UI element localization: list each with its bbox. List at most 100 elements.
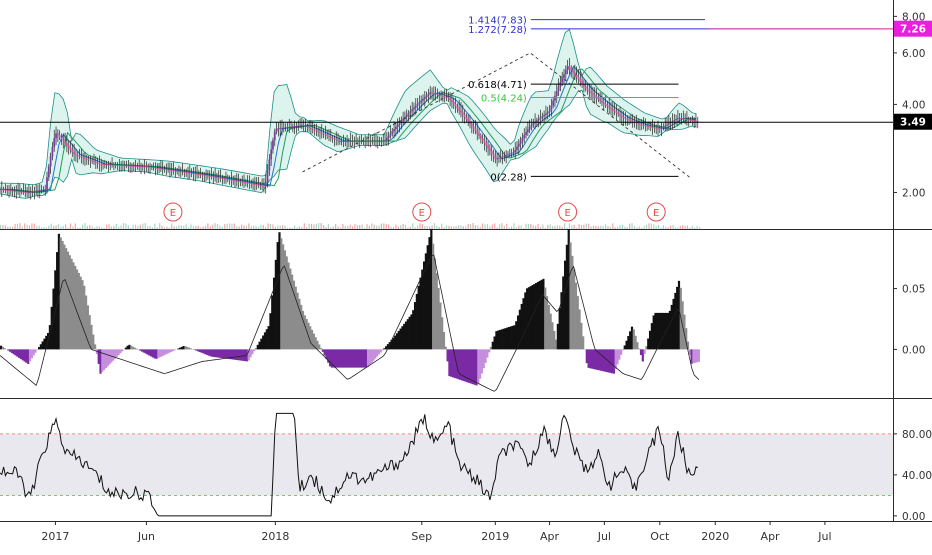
candle-body <box>164 169 166 170</box>
candle-body <box>294 126 296 127</box>
candle-body <box>216 177 218 178</box>
volume-bar <box>446 225 447 229</box>
candle-body <box>357 141 359 142</box>
volume-bar <box>202 227 203 229</box>
volume-bar <box>137 226 138 229</box>
candle-body <box>520 141 522 144</box>
candle-body <box>453 102 455 104</box>
candle-body <box>563 74 565 78</box>
histogram-bar <box>136 349 138 350</box>
candle-body <box>418 102 420 104</box>
candle-body <box>332 138 334 139</box>
volume-bar <box>301 227 302 229</box>
candle-body <box>84 158 86 159</box>
volume-bar <box>487 224 488 229</box>
earnings-marker[interactable]: E <box>559 203 577 221</box>
histogram-bar <box>622 349 624 350</box>
volume-bar <box>612 223 613 229</box>
earnings-marker[interactable]: E <box>647 203 665 221</box>
candle-body <box>227 179 229 180</box>
histogram-bar <box>698 349 700 361</box>
volume-bar <box>634 226 635 229</box>
candle-body <box>688 119 690 120</box>
candle-body <box>465 117 467 119</box>
volume-bar <box>627 227 628 229</box>
candle-body <box>232 180 234 181</box>
volume-bar <box>670 226 671 229</box>
candle-body <box>211 176 213 177</box>
volume-bar <box>533 225 534 229</box>
volume-bar <box>441 224 442 229</box>
candle-body <box>522 138 524 141</box>
volume-bar <box>463 226 464 229</box>
earnings-marker[interactable]: E <box>413 203 431 221</box>
candle-body <box>182 172 184 173</box>
candle-body <box>592 93 594 94</box>
volume-bar <box>366 224 367 229</box>
candle-body <box>97 163 99 164</box>
candle-body <box>579 79 581 81</box>
volume-bar <box>646 225 647 229</box>
candle-body <box>549 111 551 112</box>
volume-bar <box>36 226 37 229</box>
candle-body <box>57 133 59 135</box>
candle-body <box>610 108 612 109</box>
volume-bar <box>311 224 312 229</box>
candle-body <box>324 134 326 135</box>
volume-bar <box>108 224 109 229</box>
volume-bar <box>648 223 649 229</box>
candle-body <box>106 164 108 165</box>
candle-body <box>606 105 608 106</box>
candle-body <box>1 189 3 190</box>
candle-body <box>5 190 7 191</box>
volume-bar <box>511 227 512 229</box>
candle-body <box>424 97 426 99</box>
candle-body <box>194 173 196 174</box>
volume-bar <box>525 224 526 229</box>
candle-body <box>178 171 180 172</box>
candle-body <box>91 161 93 162</box>
candle-body <box>379 141 381 142</box>
volume-bar <box>415 227 416 229</box>
volume-bar <box>41 227 42 229</box>
volume-bar <box>665 227 666 229</box>
candle-body <box>478 134 480 136</box>
candle-body <box>346 141 348 142</box>
candle-body <box>588 90 590 91</box>
volume-bar <box>263 225 264 229</box>
volume-bar <box>210 226 211 229</box>
candle-body <box>455 104 457 106</box>
volume-bar <box>598 227 599 229</box>
volume-bar <box>313 224 314 229</box>
volume-bar <box>494 223 495 229</box>
candle-body <box>323 133 325 134</box>
volume-bar <box>325 227 326 229</box>
candle-body <box>303 125 305 126</box>
candle-body <box>440 95 442 96</box>
candle-body <box>371 141 373 142</box>
candle-body <box>102 164 104 165</box>
volume-bar <box>419 224 420 229</box>
candle-body <box>391 131 393 133</box>
volume-bar <box>349 225 350 229</box>
candle-body <box>203 175 205 176</box>
volume-bar <box>181 225 182 229</box>
candle-body <box>314 129 316 130</box>
volume-bar <box>80 228 81 229</box>
volume-bar <box>566 228 567 229</box>
candle-body <box>19 191 21 192</box>
earnings-marker[interactable]: E <box>164 203 182 221</box>
volume-bar <box>639 226 640 229</box>
volume-bar <box>412 223 413 229</box>
candle-body <box>50 156 52 166</box>
candle-body <box>614 110 616 111</box>
volume-bar <box>600 226 601 229</box>
candle-body <box>377 141 379 142</box>
volume-bar <box>692 226 693 229</box>
candle-body <box>431 92 433 93</box>
candle-body <box>493 154 495 157</box>
candle-body <box>348 141 350 142</box>
volume-bar <box>321 223 322 229</box>
volume-bar <box>229 223 230 229</box>
